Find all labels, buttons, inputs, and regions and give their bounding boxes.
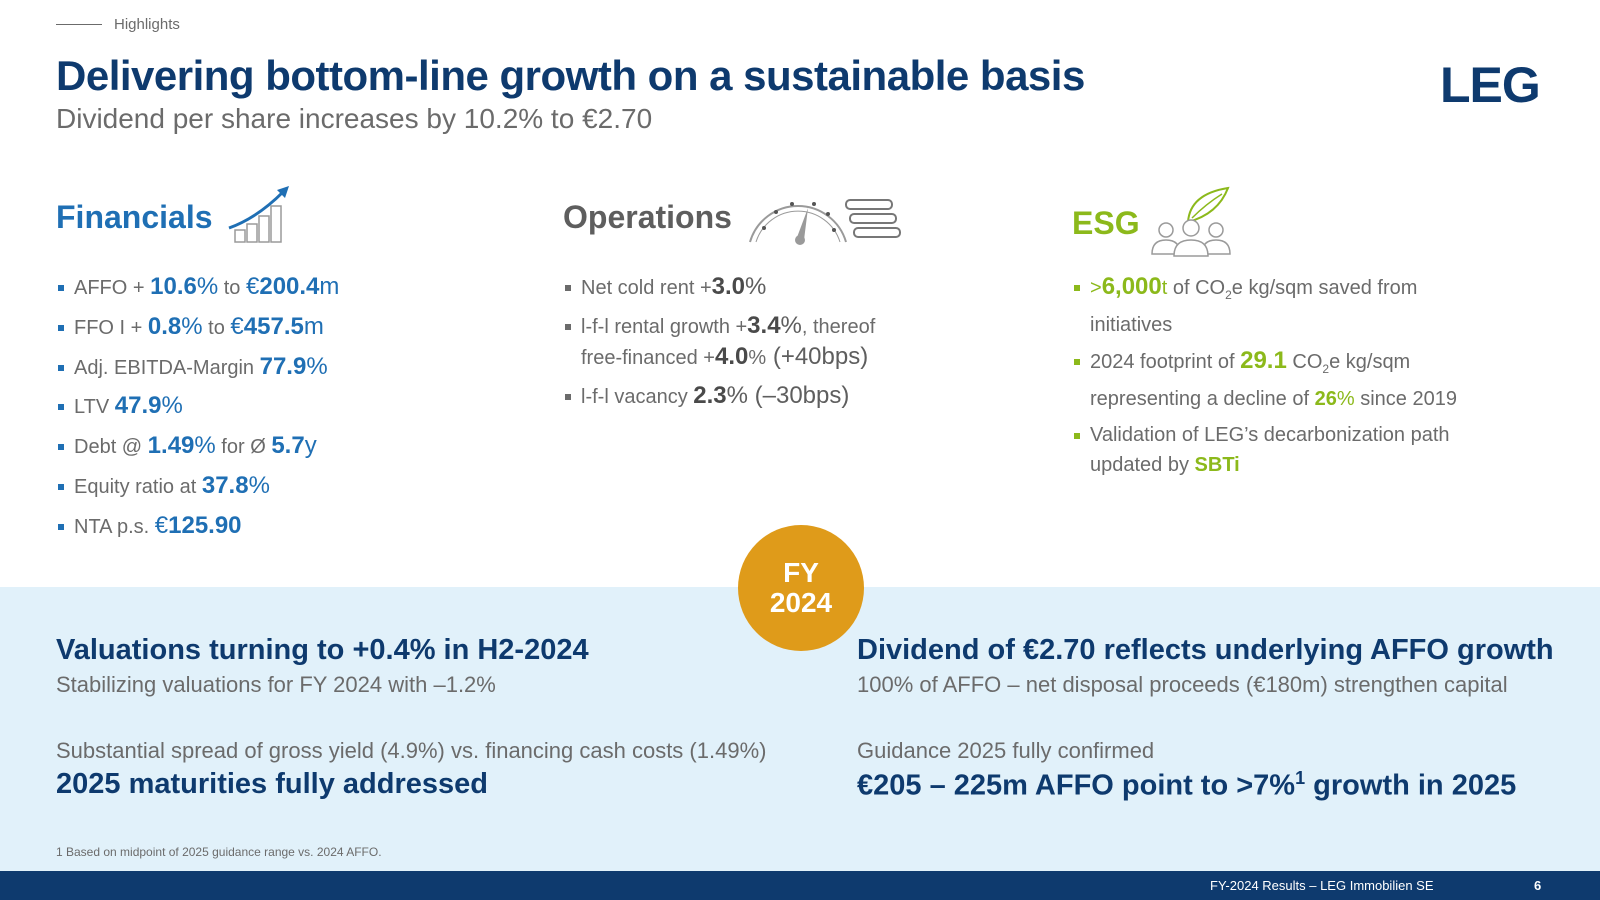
speedometer-icon [742,184,902,251]
valuations-subtext: Stabilizing valuations for FY 2024 with … [56,672,496,697]
list-item: 2024 footprint of 29.1 CO2e kg/sqm repres… [1072,346,1457,414]
list-item: LTV 47.9% [56,391,339,422]
page-subtitle: Dividend per share increases by 10.2% to… [56,103,653,134]
maturities-heading: 2025 maturities fully addressed [56,768,488,800]
list-item: Equity ratio at 37.8% [56,471,339,502]
fy-badge: FY 2024 [738,525,864,651]
page-title: Delivering bottom-line growth on a susta… [56,52,1085,99]
guidance-subtext: Guidance 2025 fully confirmed [857,738,1155,763]
footer-bar [0,871,1600,900]
financials-heading: Financials [56,199,213,235]
dividend-subtext: 100% of AFFO – net disposal proceeds (€1… [857,672,1508,697]
leg-logo: LEG [1440,57,1541,113]
list-item: l-f-l vacancy 2.3% (–30bps) [563,381,875,412]
financials-header: Financials [56,184,291,251]
esg-header: ESG [1072,184,1238,263]
list-item: Validation of LEG’s decarbonization path… [1072,420,1457,480]
footer-text: FY-2024 Results – LEG Immobilien SE [1210,878,1434,893]
section-divider-line [56,24,102,25]
list-item: l-f-l rental growth +3.4%, thereof free-f… [563,311,875,373]
footnote: 1 Based on midpoint of 2025 guidance ran… [56,845,382,859]
dividend-heading: Dividend of €2.70 reflects underlying AF… [857,634,1554,666]
esg-list: >6,000t of CO2e kg/sqm saved from initiat… [1072,272,1457,486]
list-item: >6,000t of CO2e kg/sqm saved from initiat… [1072,272,1457,340]
operations-list: Net cold rent +3.0% l-f-l rental growth … [563,272,875,420]
operations-header: Operations [563,184,902,251]
fy-badge-line1: FY [783,557,819,588]
operations-heading: Operations [563,199,732,235]
list-item: FFO I + 0.8% to €457.5m [56,312,339,343]
list-item: NTA p.s. €125.90 [56,511,339,542]
growth-chart-icon [227,184,291,251]
list-item: Net cold rent +3.0% [563,272,875,303]
section-label: Highlights [114,16,180,33]
valuations-heading: Valuations turning to +0.4% in H2-2024 [56,634,589,666]
guidance-heading: €205 – 225m AFFO point to >7%1 growth in… [857,768,1517,802]
people-leaf-icon [1148,184,1238,263]
list-item: Adj. EBITDA-Margin 77.9% [56,352,339,383]
list-item: AFFO + 10.6% to €200.4m [56,272,339,303]
financials-list: AFFO + 10.6% to €200.4m FFO I + 0.8% to … [56,272,339,551]
esg-heading: ESG [1072,205,1140,241]
spread-subtext: Substantial spread of gross yield (4.9%)… [56,738,767,763]
fy-badge-line2: 2024 [769,587,833,618]
list-item: Debt @ 1.49% for Ø 5.7y [56,431,339,462]
page-number: 6 [1534,878,1542,893]
